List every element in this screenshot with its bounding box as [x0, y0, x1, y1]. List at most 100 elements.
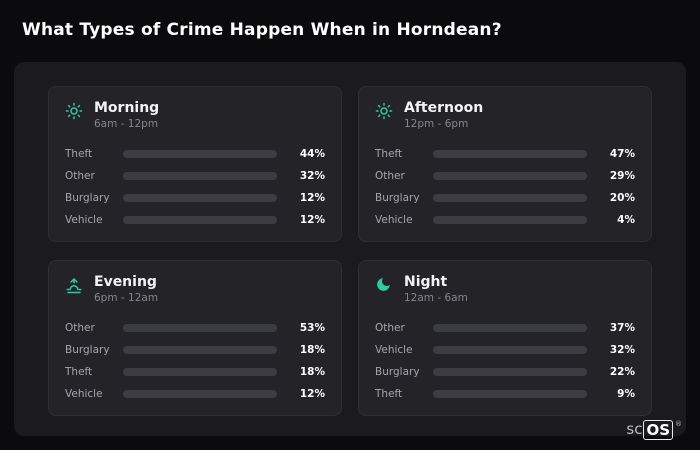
bar-row-other: Other 37%	[375, 317, 635, 339]
period-title: Afternoon	[404, 100, 484, 116]
bar-value: 12%	[299, 388, 325, 400]
sun-icon	[375, 102, 395, 122]
sun-icon	[65, 102, 85, 122]
card-header: Morning 6am - 12pm	[65, 100, 325, 130]
card-title-block: Evening 6pm - 12am	[94, 274, 158, 304]
bar-track	[433, 324, 587, 332]
bar-value: 53%	[299, 322, 325, 334]
bar-track	[433, 346, 587, 354]
bar-track	[433, 390, 587, 398]
card-title-block: Night 12am - 6am	[404, 274, 468, 304]
bar-row-burglary: Burglary 12%	[65, 187, 325, 209]
bar-label: Other	[375, 170, 405, 182]
period-title: Morning	[94, 100, 160, 116]
bar-track	[123, 172, 277, 180]
card-header: Afternoon 12pm - 6pm	[375, 100, 635, 130]
bar-label: Burglary	[65, 192, 110, 204]
brand-text-os: OS	[643, 420, 673, 440]
brand-logo: sc OS ®	[626, 420, 682, 440]
bar-track	[433, 368, 587, 376]
bar-label: Other	[65, 170, 95, 182]
bar-value: 9%	[617, 388, 635, 400]
bar-value: 37%	[609, 322, 635, 334]
bar-value: 32%	[299, 170, 325, 182]
bar-row-vehicle: Vehicle 32%	[375, 339, 635, 361]
period-subtitle: 12am - 6am	[404, 292, 468, 304]
page-title: What Types of Crime Happen When in Hornd…	[22, 20, 502, 40]
bar-value: 12%	[299, 192, 325, 204]
crime-card-morning: Morning 6am - 12pm Theft 44% Other 32% Burglar…	[48, 86, 342, 242]
registered-mark: ®	[675, 420, 682, 428]
bar-value: 29%	[609, 170, 635, 182]
bar-row-theft: Theft 44%	[65, 143, 325, 165]
crime-card-evening: Evening 6pm - 12am Other 53% Burglary 18% Thef…	[48, 260, 342, 416]
bar-row-vehicle: Vehicle 12%	[65, 209, 325, 231]
bar-track	[433, 194, 587, 202]
bar-row-burglary: Burglary 22%	[375, 361, 635, 383]
bar-track	[123, 150, 277, 158]
bar-label: Theft	[375, 148, 403, 160]
bar-value: 22%	[609, 366, 635, 378]
bar-value: 47%	[609, 148, 635, 160]
crime-card-afternoon: Afternoon 12pm - 6pm Theft 47% Other 29% Burgl…	[358, 86, 652, 242]
card-title-block: Afternoon 12pm - 6pm	[404, 100, 483, 130]
bar-row-other: Other 29%	[375, 165, 635, 187]
bar-track	[123, 194, 277, 202]
period-subtitle: 6pm - 12am	[94, 292, 159, 304]
bar-row-burglary: Burglary 18%	[65, 339, 325, 361]
bar-label: Theft	[65, 366, 93, 378]
bar-row-theft: Theft 18%	[65, 361, 325, 383]
bar-label: Other	[375, 322, 405, 334]
period-title: Evening	[94, 274, 157, 290]
cards-grid: Morning 6am - 12pm Theft 44% Other 32% Burglar…	[48, 86, 652, 416]
bar-row-other: Other 53%	[65, 317, 325, 339]
bar-row-theft: Theft 9%	[375, 383, 635, 405]
dashboard-panel: Morning 6am - 12pm Theft 44% Other 32% Burglar…	[14, 62, 686, 436]
card-title-block: Morning 6am - 12pm	[94, 100, 159, 130]
bar-track	[433, 172, 587, 180]
bar-row-vehicle: Vehicle 4%	[375, 209, 635, 231]
bar-track	[123, 324, 277, 332]
bar-label: Vehicle	[65, 388, 103, 400]
bar-track	[433, 150, 587, 158]
card-header: Evening 6pm - 12am	[65, 274, 325, 304]
bar-rows: Theft 44% Other 32% Burglary 12% Vehicle 12%	[65, 143, 325, 231]
bar-track	[123, 346, 277, 354]
bar-value: 32%	[609, 344, 635, 356]
bar-value: 18%	[299, 344, 325, 356]
period-subtitle: 6am - 12pm	[94, 118, 159, 130]
bar-row-other: Other 32%	[65, 165, 325, 187]
bar-track	[123, 216, 277, 224]
bar-rows: Theft 47% Other 29% Burglary 20% Vehicle 4%	[375, 143, 635, 231]
bar-value: 4%	[617, 214, 635, 226]
bar-label: Burglary	[375, 366, 420, 378]
bar-track	[123, 390, 277, 398]
bar-label: Other	[65, 322, 95, 334]
bar-rows: Other 37% Vehicle 32% Burglary 22% Theft 9%	[375, 317, 635, 405]
bar-label: Burglary	[375, 192, 420, 204]
bar-label: Vehicle	[65, 214, 103, 226]
bar-track	[433, 216, 587, 224]
bar-label: Theft	[65, 148, 93, 160]
period-title: Night	[404, 274, 448, 290]
bar-rows: Other 53% Burglary 18% Theft 18% Vehicle 12%	[65, 317, 325, 405]
bar-value: 18%	[299, 366, 325, 378]
bar-label: Vehicle	[375, 344, 413, 356]
card-header: Night 12am - 6am	[375, 274, 635, 304]
period-subtitle: 12pm - 6pm	[404, 118, 469, 130]
sunrise-icon	[65, 276, 85, 296]
bar-value: 12%	[299, 214, 325, 226]
bar-label: Burglary	[65, 344, 110, 356]
moon-icon	[375, 276, 395, 296]
bar-label: Vehicle	[375, 214, 413, 226]
bar-label: Theft	[375, 388, 403, 400]
bar-row-burglary: Burglary 20%	[375, 187, 635, 209]
brand-text-sc: sc	[626, 420, 643, 438]
bar-row-theft: Theft 47%	[375, 143, 635, 165]
bar-value: 20%	[609, 192, 635, 204]
bar-value: 44%	[299, 148, 325, 160]
crime-card-night: Night 12am - 6am Other 37% Vehicle 32% Burglar…	[358, 260, 652, 416]
bar-track	[123, 368, 277, 376]
bar-row-vehicle: Vehicle 12%	[65, 383, 325, 405]
